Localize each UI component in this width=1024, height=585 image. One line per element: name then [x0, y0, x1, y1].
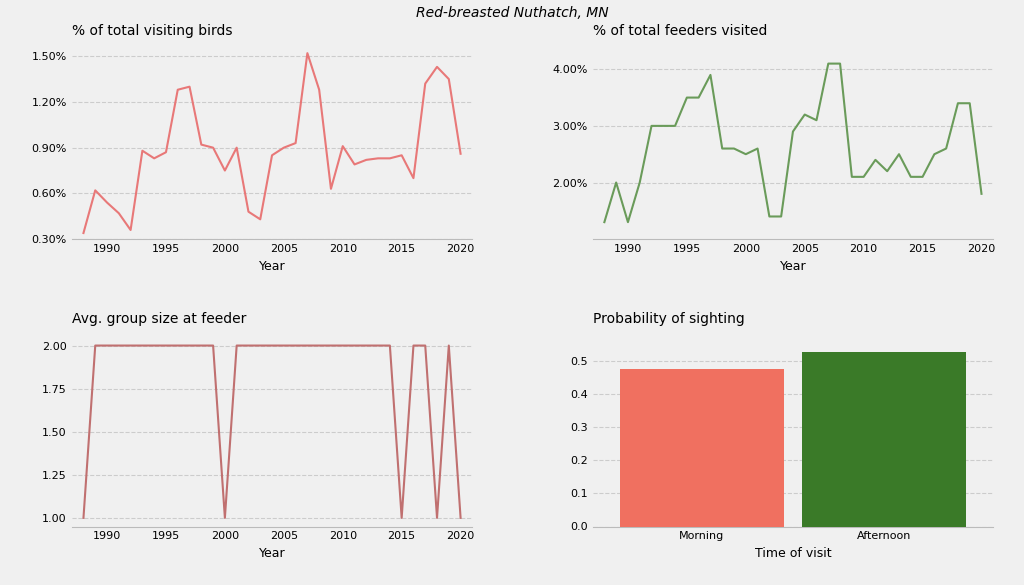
X-axis label: Year: Year: [259, 547, 286, 560]
Text: % of total feeders visited: % of total feeders visited: [593, 25, 767, 39]
Text: Avg. group size at feeder: Avg. group size at feeder: [72, 312, 246, 326]
Text: Red-breasted Nuthatch, MN: Red-breasted Nuthatch, MN: [416, 6, 608, 20]
X-axis label: Time of visit: Time of visit: [755, 547, 831, 560]
X-axis label: Year: Year: [259, 260, 286, 273]
Text: % of total visiting birds: % of total visiting birds: [72, 25, 232, 39]
Bar: [620, 369, 783, 526]
Text: Probability of sighting: Probability of sighting: [593, 312, 744, 326]
Bar: [802, 352, 966, 526]
X-axis label: Year: Year: [779, 260, 806, 273]
